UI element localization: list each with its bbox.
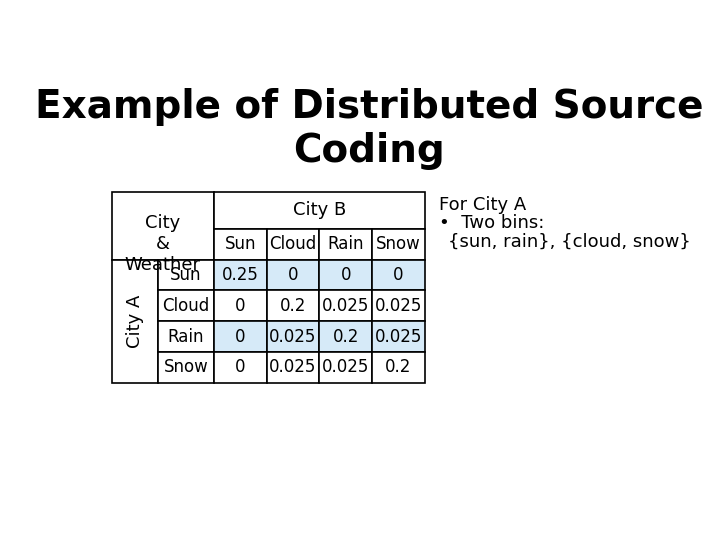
Text: Sun: Sun [171, 266, 202, 284]
Text: 0: 0 [235, 297, 246, 315]
FancyBboxPatch shape [372, 321, 425, 352]
FancyBboxPatch shape [214, 321, 266, 352]
Text: 0.025: 0.025 [269, 359, 317, 376]
Text: 0.2: 0.2 [333, 328, 359, 346]
FancyBboxPatch shape [320, 260, 372, 291]
Text: City A: City A [126, 294, 144, 348]
FancyBboxPatch shape [266, 229, 320, 260]
FancyBboxPatch shape [214, 260, 266, 291]
Text: 0.2: 0.2 [280, 297, 306, 315]
FancyBboxPatch shape [320, 321, 372, 352]
FancyBboxPatch shape [320, 291, 372, 321]
Text: 0.25: 0.25 [222, 266, 258, 284]
FancyBboxPatch shape [112, 260, 158, 383]
Text: City B: City B [293, 201, 346, 219]
Text: Snow: Snow [163, 359, 209, 376]
FancyBboxPatch shape [372, 229, 425, 260]
Text: 0: 0 [235, 359, 246, 376]
FancyBboxPatch shape [266, 321, 320, 352]
Text: 0.025: 0.025 [375, 297, 422, 315]
Text: {sun, rain}, {cloud, snow}: {sun, rain}, {cloud, snow} [448, 233, 690, 251]
Text: 0.025: 0.025 [322, 359, 369, 376]
FancyBboxPatch shape [266, 291, 320, 321]
Text: 0.025: 0.025 [269, 328, 317, 346]
FancyBboxPatch shape [372, 352, 425, 383]
FancyBboxPatch shape [112, 192, 214, 260]
FancyBboxPatch shape [214, 229, 266, 260]
FancyBboxPatch shape [158, 260, 214, 291]
FancyBboxPatch shape [158, 352, 214, 383]
Text: 0.2: 0.2 [385, 359, 412, 376]
Text: Cloud: Cloud [269, 235, 317, 253]
Text: 0: 0 [341, 266, 351, 284]
Text: 0: 0 [235, 328, 246, 346]
Text: 0: 0 [393, 266, 404, 284]
Text: Cloud: Cloud [163, 297, 210, 315]
Text: Sun: Sun [225, 235, 256, 253]
FancyBboxPatch shape [214, 352, 266, 383]
Text: Rain: Rain [168, 328, 204, 346]
Text: City
&
Weather: City & Weather [125, 214, 201, 274]
FancyBboxPatch shape [158, 321, 214, 352]
Text: 0: 0 [288, 266, 298, 284]
FancyBboxPatch shape [320, 352, 372, 383]
Text: Snow: Snow [376, 235, 420, 253]
FancyBboxPatch shape [266, 260, 320, 291]
Text: 0.025: 0.025 [322, 297, 369, 315]
FancyBboxPatch shape [214, 192, 425, 229]
FancyBboxPatch shape [266, 352, 320, 383]
FancyBboxPatch shape [214, 291, 266, 321]
FancyBboxPatch shape [158, 291, 214, 321]
Text: •  Two bins:: • Two bins: [438, 214, 544, 232]
FancyBboxPatch shape [320, 229, 372, 260]
FancyBboxPatch shape [372, 260, 425, 291]
Text: Example of Distributed Source
Coding: Example of Distributed Source Coding [35, 88, 703, 170]
Text: Rain: Rain [328, 235, 364, 253]
Text: 0.025: 0.025 [375, 328, 422, 346]
Text: For City A: For City A [438, 195, 526, 214]
FancyBboxPatch shape [372, 291, 425, 321]
